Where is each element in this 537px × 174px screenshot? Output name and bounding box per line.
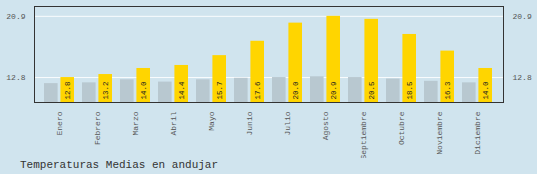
svg-text:18.5: 18.5 [406, 81, 414, 100]
svg-text:Noviembre: Noviembre [435, 111, 444, 154]
svg-text:14.4: 14.4 [178, 81, 186, 100]
svg-text:20.0: 20.0 [292, 81, 300, 100]
svg-text:15.7: 15.7 [216, 81, 224, 99]
html-text:Temperaturas Medias en andujar: Temperaturas Medias en andujar [20, 159, 218, 171]
svg-text:17.6: 17.6 [254, 81, 262, 100]
svg-text:20.5: 20.5 [368, 81, 376, 100]
svg-text:Agosto: Agosto [321, 111, 330, 140]
svg-text:Julio: Julio [283, 111, 292, 135]
svg-text:20.9: 20.9 [330, 81, 338, 99]
svg-text:Septiembre: Septiembre [359, 111, 368, 158]
svg-text:Octubre: Octubre [397, 111, 406, 145]
svg-text:14.0: 14.0 [140, 81, 148, 100]
svg-text:12.8: 12.8 [6, 73, 25, 82]
svg-text:16.3: 16.3 [444, 81, 452, 100]
svg-text:Diciembre: Diciembre [473, 111, 482, 154]
svg-text:Enero: Enero [55, 111, 64, 135]
svg-text:Junio: Junio [245, 111, 254, 135]
svg-text:14.0: 14.0 [482, 81, 490, 100]
svg-text:Abril: Abril [169, 111, 178, 135]
svg-text:20.9: 20.9 [513, 12, 532, 21]
svg-text:13.2: 13.2 [102, 81, 110, 99]
svg-text:Febrero: Febrero [93, 111, 102, 145]
svg-text:12.8: 12.8 [513, 73, 532, 82]
svg-text:Marzo: Marzo [131, 111, 140, 135]
svg-text:20.9: 20.9 [6, 12, 25, 21]
svg-text:12.8: 12.8 [64, 81, 72, 99]
svg-text:Mayo: Mayo [207, 111, 216, 130]
